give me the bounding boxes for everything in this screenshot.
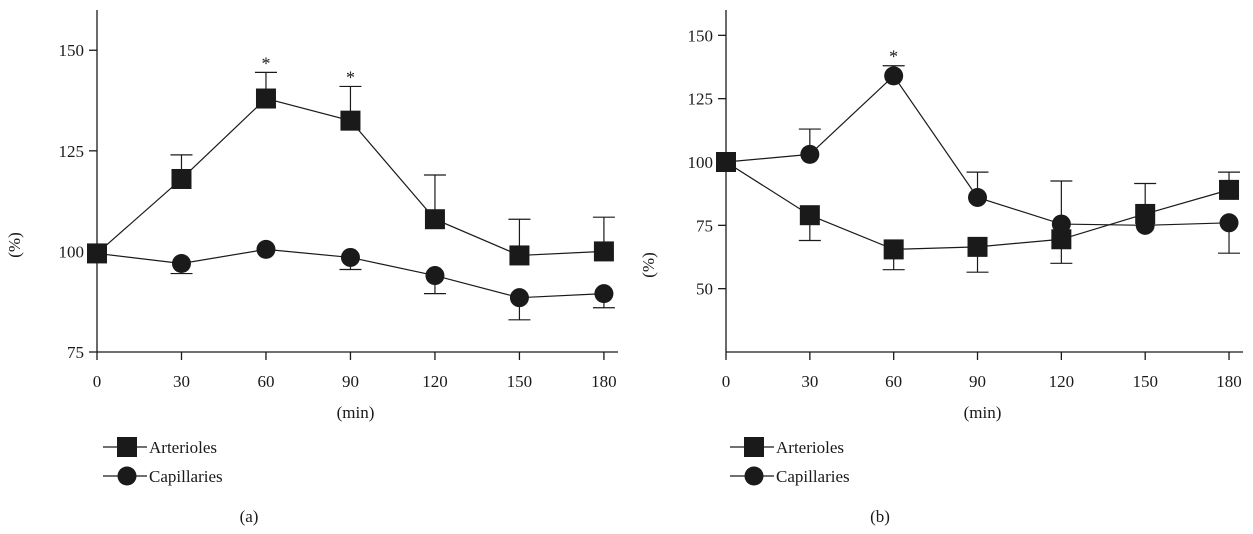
arterioles-point xyxy=(171,168,192,189)
y-tick-label: 150 xyxy=(59,41,85,60)
chart-panel-a: 75 100 125 150 0 30 60 90 120 150 180 (min) (%) * * Art… xyxy=(5,10,618,526)
x-tick-label: 180 xyxy=(591,372,617,391)
panel-label: (a) xyxy=(240,507,259,526)
legend: Arterioles Capillaries xyxy=(730,437,850,486)
x-tick-label: 90 xyxy=(969,372,986,391)
legend-capillaries-label: Capillaries xyxy=(149,467,223,486)
arterioles-point xyxy=(340,110,361,131)
x-axis-label: (min) xyxy=(337,403,375,422)
capillaries-point xyxy=(594,284,614,304)
y-tick-label: 100 xyxy=(688,153,714,172)
y-tick-label: 125 xyxy=(59,142,85,161)
arterioles-point xyxy=(424,209,445,230)
x-tick-label: 120 xyxy=(1049,372,1075,391)
legend-arterioles-label: Arterioles xyxy=(776,438,844,457)
capillaries-point xyxy=(509,288,529,308)
arterioles-point xyxy=(593,241,614,262)
capillaries-point xyxy=(171,253,191,273)
y-tick-label: 75 xyxy=(67,343,84,362)
capillaries-point xyxy=(340,247,360,267)
x-tick-label: 120 xyxy=(422,372,448,391)
capillaries-point xyxy=(87,243,107,263)
panel-label: (b) xyxy=(870,507,890,526)
legend-capillaries-marker xyxy=(744,466,764,486)
arterioles-point xyxy=(255,88,276,109)
legend-arterioles-marker xyxy=(744,437,764,457)
x-tick-label: 150 xyxy=(1132,372,1158,391)
y-axis-label: (%) xyxy=(5,232,24,257)
arterioles-point xyxy=(883,239,904,260)
capillaries-point xyxy=(256,239,276,259)
arterioles-point xyxy=(1219,179,1240,200)
capillaries-point xyxy=(425,266,445,286)
y-tick-label: 125 xyxy=(688,90,714,109)
y-tick-label: 50 xyxy=(696,280,713,299)
x-tick-label: 0 xyxy=(722,372,731,391)
x-tick-label: 0 xyxy=(93,372,102,391)
legend-capillaries-marker xyxy=(117,466,137,486)
arterioles-point xyxy=(967,236,988,257)
chart-panel-b: 50 75 100 125 150 0 30 60 90 120 150 180 (min) (%) * Ar… xyxy=(639,10,1243,526)
legend-capillaries-label: Capillaries xyxy=(776,467,850,486)
x-tick-label: 60 xyxy=(257,372,274,391)
significance-marker: * xyxy=(889,47,898,67)
y-tick-label: 75 xyxy=(696,216,713,235)
significance-marker: * xyxy=(346,67,355,87)
capillaries-point xyxy=(716,152,736,172)
capillaries-point xyxy=(800,144,820,164)
y-axis-label: (%) xyxy=(639,252,658,277)
arterioles-point xyxy=(1051,229,1072,250)
x-tick-label: 180 xyxy=(1216,372,1242,391)
capillaries-point xyxy=(884,66,904,86)
legend-arterioles-marker xyxy=(117,437,137,457)
x-tick-label: 30 xyxy=(173,372,190,391)
legend: Arterioles Capillaries xyxy=(103,437,223,486)
significance-marker: * xyxy=(261,53,270,73)
capillaries-point xyxy=(1219,213,1239,233)
x-tick-label: 90 xyxy=(342,372,359,391)
y-tick-label: 150 xyxy=(688,26,714,45)
x-tick-label: 30 xyxy=(801,372,818,391)
y-tick-label: 100 xyxy=(59,242,85,261)
arterioles-point xyxy=(509,245,530,266)
capillaries-point xyxy=(968,187,988,207)
x-tick-label: 150 xyxy=(507,372,533,391)
arterioles-point xyxy=(799,205,820,226)
x-tick-label: 60 xyxy=(885,372,902,391)
capillaries-point xyxy=(1051,214,1071,234)
legend-arterioles-label: Arterioles xyxy=(149,438,217,457)
x-axis-label: (min) xyxy=(964,403,1002,422)
capillaries-point xyxy=(1135,215,1155,235)
